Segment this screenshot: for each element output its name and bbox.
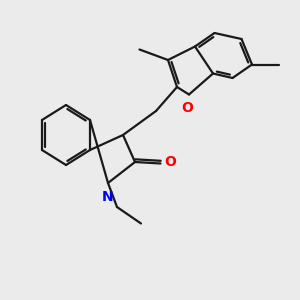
Text: N: N [102, 190, 114, 204]
Text: O: O [164, 155, 176, 169]
Text: O: O [182, 101, 194, 115]
